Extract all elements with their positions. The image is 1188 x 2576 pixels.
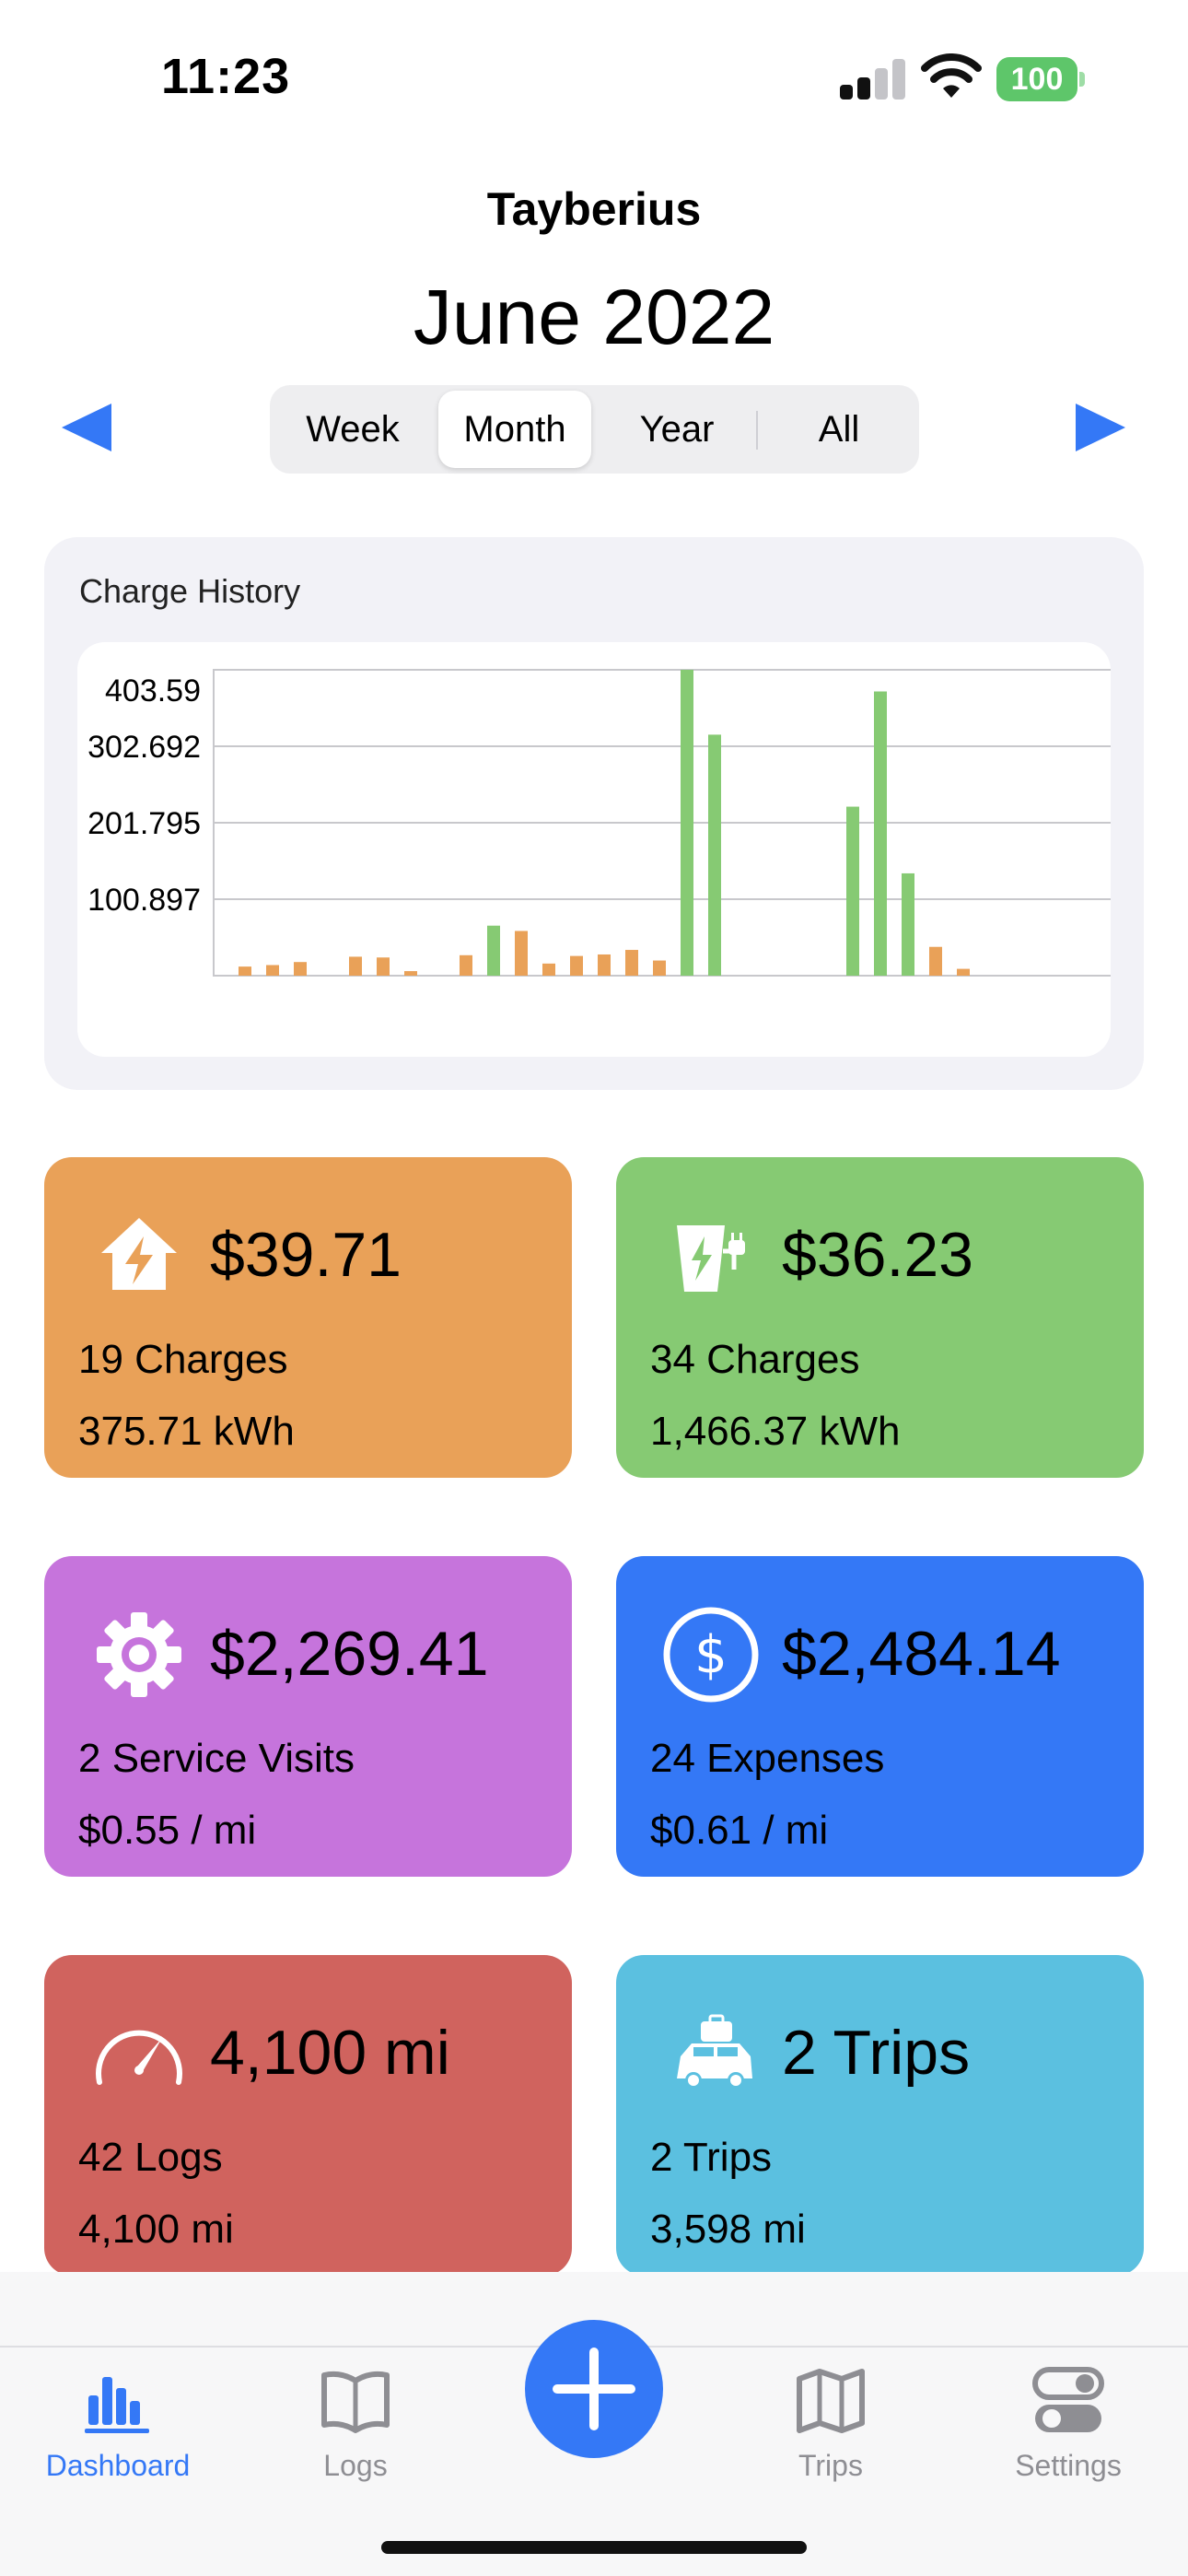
home-charging-amount: $39.71	[210, 1220, 402, 1290]
period-title: June 2022	[413, 274, 775, 360]
tab-trips[interactable]: Trips	[729, 2364, 932, 2548]
public-charging-card[interactable]: $36.23 34 Charges 1,466.37 kWh	[616, 1157, 1144, 1478]
chart-bar-home	[239, 966, 251, 976]
chart-bar-home	[598, 954, 611, 976]
tab-logs[interactable]: Logs	[254, 2364, 457, 2548]
segment-week[interactable]: Week	[306, 409, 400, 450]
chart-bar-home	[377, 957, 390, 976]
tab-dashboard[interactable]: Dashboard	[17, 2364, 219, 2548]
chart-y-tick-label: 302.692	[87, 730, 201, 765]
chart-bar-home	[404, 971, 417, 976]
chart-bar-public	[681, 670, 693, 976]
charge-history-card[interactable]: Charge History 403.59 302.692 201.795 100.8…	[44, 537, 1144, 1090]
status-time: 11:23	[161, 49, 291, 104]
public-charging-energy: 1,466.37 kWh	[650, 1409, 901, 1454]
chart-bar-public	[902, 872, 914, 976]
gear-icon	[97, 1612, 181, 1697]
chart-bar-home	[460, 954, 472, 976]
logs-distance-amount: 4,100 mi	[210, 2018, 450, 2088]
expenses-amount: $2,484.14	[782, 1619, 1061, 1689]
logs-card[interactable]: 4,100 mi 42 Logs 4,100 mi	[44, 1955, 572, 2276]
expenses-card[interactable]: $ $2,484.14 24 Expenses $0.61 / mi	[616, 1556, 1144, 1877]
speedometer-icon	[96, 2030, 182, 2085]
next-period-arrow-icon[interactable]	[1076, 404, 1125, 451]
bar-chart-icon	[85, 2377, 149, 2433]
wifi-icon	[921, 53, 982, 98]
vehicle-name: Tayberius	[486, 183, 702, 235]
home-charging-icon	[101, 1218, 177, 1290]
logs-distance: 4,100 mi	[78, 2207, 234, 2252]
public-charging-count: 34 Charges	[650, 1337, 860, 1382]
add-entry-button[interactable]	[525, 2320, 663, 2458]
public-charging-amount: $36.23	[782, 1220, 973, 1290]
segment-year[interactable]: Year	[639, 409, 715, 450]
book-icon	[321, 2371, 390, 2433]
charge-history-chart: 403.59 302.692 201.795 100.897	[77, 642, 1111, 1057]
plus-icon	[553, 2348, 635, 2430]
period-segmented-control: Week Month Year All	[270, 385, 919, 474]
tab-label-dashboard: Dashboard	[45, 2449, 191, 2482]
chart-bar-home	[542, 963, 555, 976]
chart-card-title: Charge History	[79, 572, 301, 610]
chart-bar-home	[957, 968, 970, 976]
battery-level: 100	[996, 57, 1077, 101]
segment-month[interactable]: Month	[438, 391, 591, 468]
logs-count: 42 Logs	[78, 2135, 223, 2180]
chart-y-tick-label: 100.897	[87, 883, 201, 918]
segment-all[interactable]: All	[818, 409, 860, 450]
status-bar: 11:23 100	[0, 0, 1188, 157]
svg-text:$: $	[694, 1625, 728, 1685]
chart-bar-home	[625, 950, 638, 976]
trips-card[interactable]: 2 Trips 2 Trips 3,598 mi	[616, 1955, 1144, 2276]
chart-bar-home	[570, 955, 583, 976]
service-visits: 2 Service Visits	[78, 1736, 355, 1781]
home-charging-count: 19 Charges	[78, 1337, 288, 1382]
chart-bar-public	[487, 925, 500, 976]
chart-bar-home	[349, 956, 362, 976]
chart-bar-home	[929, 946, 942, 976]
chart-svg: 403.59 302.692 201.795 100.897	[87, 669, 1111, 977]
chart-bar-home	[515, 931, 528, 976]
map-icon	[797, 2369, 865, 2433]
previous-period-arrow-icon[interactable]	[62, 404, 111, 451]
service-cost-per-mile: $0.55 / mi	[78, 1808, 257, 1853]
home-charging-card[interactable]: $39.71 19 Charges 375.71 kWh	[44, 1157, 572, 1478]
service-amount: $2,269.41	[210, 1619, 489, 1689]
chart-bar-public	[708, 734, 721, 976]
chart-bar-public	[846, 806, 859, 976]
toggles-icon	[1032, 2367, 1104, 2432]
expenses-cost-per-mile: $0.61 / mi	[650, 1808, 829, 1853]
ev-charger-icon	[677, 1225, 745, 1292]
chart-bar-home	[653, 960, 666, 976]
home-indicator	[381, 2541, 807, 2554]
tab-label-logs: Logs	[323, 2449, 388, 2482]
dollar-circle-icon: $	[663, 1607, 759, 1703]
tab-label-trips: Trips	[798, 2449, 863, 2482]
home-charging-energy: 375.71 kWh	[78, 1409, 295, 1454]
chart-bar-public	[874, 691, 887, 976]
chart-bar-home	[266, 965, 279, 976]
cellular-signal-icon	[840, 59, 906, 100]
chart-bar-home	[294, 962, 307, 976]
car-luggage-icon	[677, 2014, 752, 2089]
expenses-count: 24 Expenses	[650, 1736, 885, 1781]
segment-divider	[756, 411, 758, 450]
chart-y-tick-label: 201.795	[87, 806, 201, 841]
battery-icon: 100	[996, 57, 1085, 101]
service-card[interactable]: $2,269.41 2 Service Visits $0.55 / mi	[44, 1556, 572, 1877]
tab-label-settings: Settings	[1015, 2449, 1122, 2482]
chart-y-tick-label: 403.59	[105, 673, 201, 708]
trips-distance: 3,598 mi	[650, 2207, 806, 2252]
trips-amount: 2 Trips	[782, 2018, 971, 2088]
tab-settings[interactable]: Settings	[967, 2364, 1170, 2548]
trips-count: 2 Trips	[650, 2135, 773, 2180]
